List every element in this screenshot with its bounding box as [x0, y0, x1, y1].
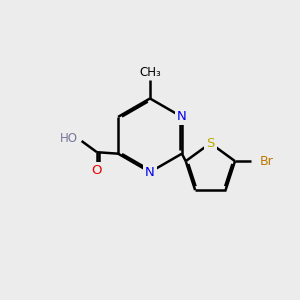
Text: N: N: [177, 110, 187, 123]
Text: CH₃: CH₃: [139, 66, 161, 79]
Text: O: O: [92, 164, 102, 177]
Text: S: S: [206, 137, 214, 150]
Text: HO: HO: [60, 132, 78, 145]
Text: N: N: [145, 166, 155, 178]
Text: Br: Br: [260, 154, 273, 168]
